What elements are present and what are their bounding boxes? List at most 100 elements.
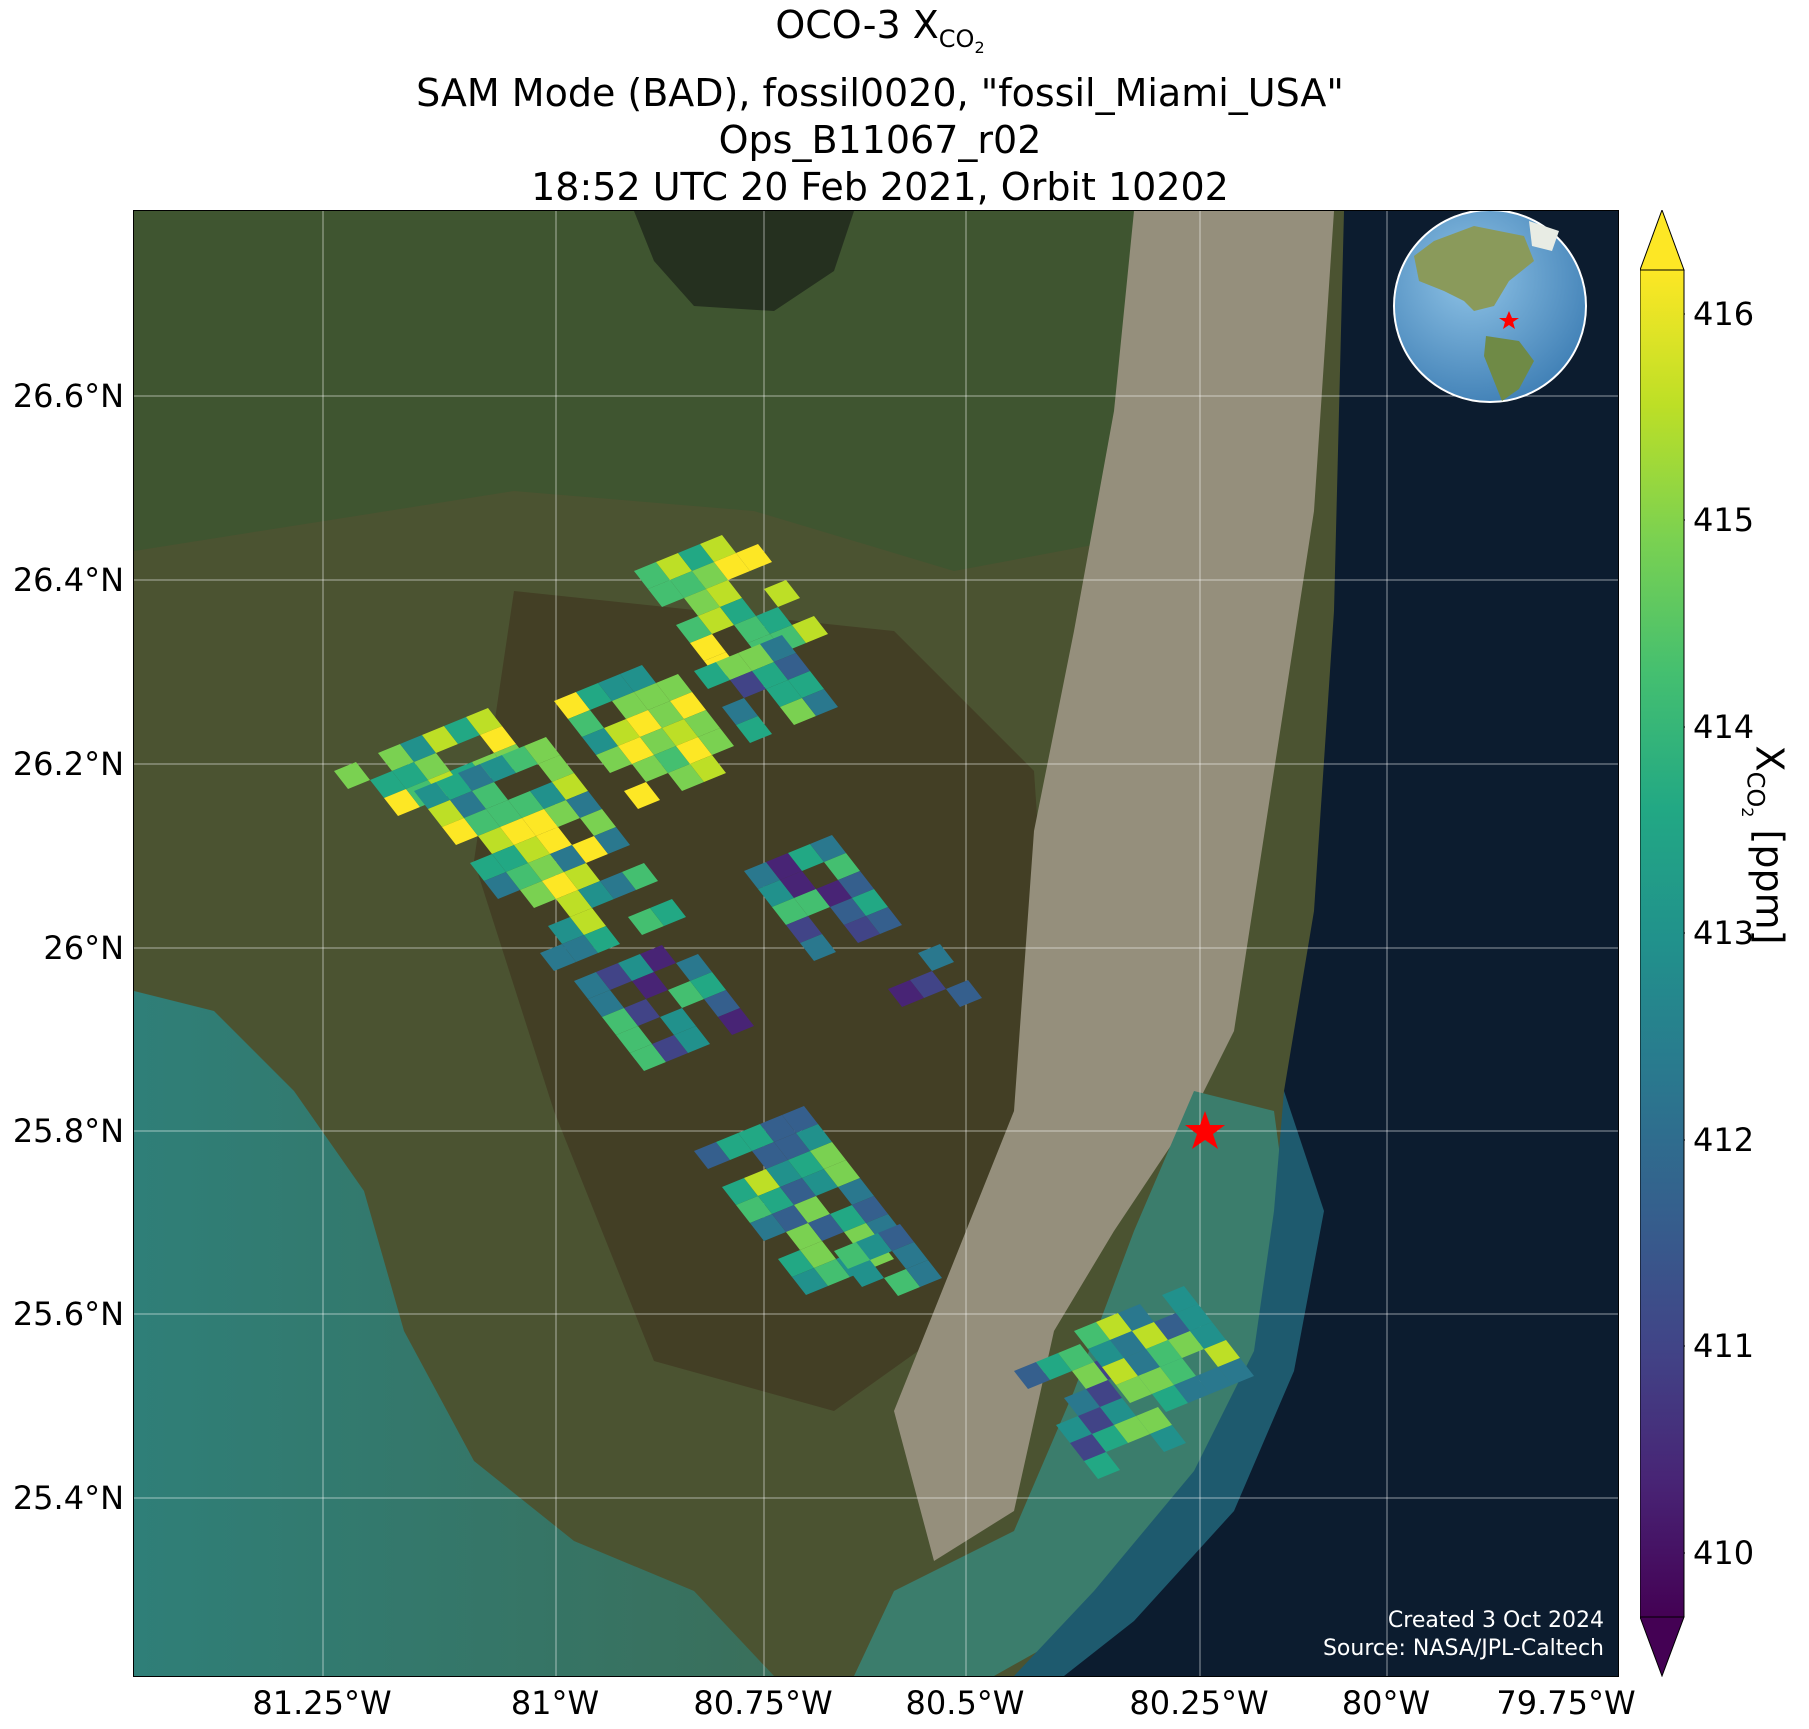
sounding-pixel	[802, 689, 838, 716]
sounding-pixel	[892, 1242, 928, 1269]
sounding-pixel	[706, 580, 742, 607]
sounding-pixel	[624, 999, 660, 1026]
sounding-pixel	[1084, 1452, 1120, 1479]
sounding-pixel	[540, 944, 576, 971]
sounding-pixel	[778, 1250, 814, 1277]
credit-source: Source: NASA/JPL-Caltech	[1323, 1636, 1604, 1661]
sounding-pixel	[786, 1223, 822, 1250]
sounding-pixel	[622, 863, 658, 890]
sounding-pixel	[492, 845, 528, 872]
sounding-pixel	[704, 990, 740, 1017]
sounding-pixel	[634, 683, 670, 710]
lon-tick-label: 80°W	[1341, 1684, 1431, 1722]
sounding-pixel	[788, 844, 824, 871]
sounding-pixel	[720, 598, 756, 625]
sounding-pixel	[946, 980, 982, 1007]
sounding-pixel	[910, 971, 946, 998]
globe-star-icon	[1499, 311, 1519, 329]
sounding-pixel	[618, 954, 654, 981]
sounding-pixel	[1174, 1376, 1210, 1403]
sounding-pixel	[684, 589, 720, 616]
sounding-pixel	[714, 553, 750, 580]
lat-tick-label: 25.6°N	[12, 1295, 124, 1333]
sounding-pixel	[1056, 1416, 1092, 1443]
sounding-pixel	[450, 791, 486, 818]
sounding-pixel	[458, 764, 494, 791]
sounding-pixel	[878, 1224, 914, 1251]
lat-tick-label: 26.4°N	[12, 561, 124, 599]
title-line-4: 18:52 UTC 20 Feb 2021, Orbit 10202	[531, 165, 1229, 210]
sounding-pixel	[1088, 1340, 1124, 1367]
sounding-pixel	[698, 728, 734, 755]
credit-created: Created 3 Oct 2024	[1388, 1608, 1604, 1633]
sounding-pixel	[674, 1026, 710, 1053]
sounding-pixel	[522, 809, 558, 836]
sounding-pixel	[584, 926, 620, 953]
sounding-pixel	[1136, 1407, 1172, 1434]
colorbar-extend-min	[1640, 1616, 1685, 1677]
sounding-pixel	[758, 880, 794, 907]
greenland-shape	[1529, 221, 1559, 251]
sounding-pixel	[774, 1133, 810, 1160]
lon-tick-label: 79.75°W	[1496, 1684, 1636, 1722]
sounding-pixel	[1070, 1434, 1106, 1461]
sounding-pixel	[780, 1178, 816, 1205]
sounding-pixel	[824, 853, 860, 880]
sounding-pixel	[1132, 1322, 1168, 1349]
sounding-pixel	[640, 728, 676, 755]
globe-inset	[1393, 211, 1587, 403]
sounding-pixel	[442, 818, 478, 845]
sounding-pixel	[478, 827, 514, 854]
colorbar-extend-max	[1640, 210, 1685, 271]
sounding-pixel	[598, 674, 634, 701]
sounding-pixel	[690, 972, 726, 999]
urban-area	[894, 211, 1334, 1561]
sounding-pixel	[800, 1241, 836, 1268]
sounding-pixel	[650, 899, 686, 926]
sounding-pixel	[392, 762, 428, 789]
sounding-pixel	[888, 980, 924, 1007]
sounding-pixel	[578, 881, 614, 908]
sounding-pixel	[1014, 1362, 1050, 1389]
xco2-soundings	[334, 535, 1254, 1479]
title-line-1: OCO-3 XCO2	[775, 3, 985, 57]
sounding-pixel	[660, 1008, 696, 1035]
sounding-pixel	[690, 755, 726, 782]
sounding-pixel	[766, 853, 802, 880]
sounding-pixel	[472, 782, 508, 809]
sounding-pixel	[634, 562, 670, 589]
lake	[634, 211, 854, 311]
sounding-pixel	[604, 719, 640, 746]
sounding-pixel	[640, 945, 676, 972]
sounding-pixel	[834, 1242, 870, 1269]
sounding-pixel	[444, 717, 480, 744]
sounding-pixel	[652, 1035, 688, 1062]
sounding-pixel	[600, 872, 636, 899]
sounding-pixel	[384, 789, 420, 816]
sounding-pixel	[744, 1169, 780, 1196]
sounding-pixel	[484, 872, 520, 899]
sounding-pixel	[536, 827, 572, 854]
sounding-pixel	[506, 863, 542, 890]
sounding-pixel	[502, 746, 538, 773]
sounding-pixel	[594, 827, 630, 854]
sounding-pixel	[684, 710, 720, 737]
sounding-pixel	[830, 898, 866, 925]
sounding-pixel	[1146, 1340, 1182, 1367]
sounding-pixel	[824, 1160, 860, 1187]
sounding-pixel	[736, 1196, 772, 1223]
sounding-pixel	[800, 934, 836, 961]
sounding-pixel	[736, 716, 772, 743]
sounding-pixel	[556, 890, 592, 917]
map-panel: Created 3 Oct 2024 Source: NASA/JPL-Calt…	[133, 210, 1619, 1677]
sounding-pixel	[786, 916, 822, 943]
sounding-pixel	[370, 771, 406, 798]
sounding-pixel	[524, 737, 560, 764]
sounding-pixel	[698, 607, 734, 634]
sounding-pixel	[810, 1142, 846, 1169]
sounding-pixel	[544, 800, 580, 827]
sounding-pixel	[1100, 1398, 1136, 1425]
reef-shelf	[1014, 1091, 1324, 1676]
sounding-pixel	[734, 616, 770, 643]
sounding-pixel	[792, 1268, 828, 1295]
